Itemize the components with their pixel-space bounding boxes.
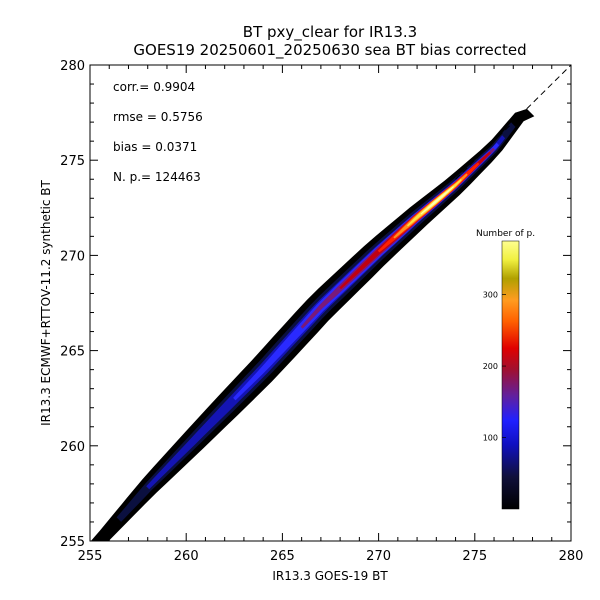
chart-subtitle: GOES19 20250601_20250630 sea BT bias cor… — [133, 41, 526, 60]
colorbar-tick-label: 100 — [483, 434, 498, 443]
y-axis-ticks: 255 260 265 270 275 280 — [60, 59, 571, 550]
chart-title: BT pxy_clear for IR13.3 — [243, 23, 417, 42]
y-tick-label: 265 — [60, 345, 85, 360]
x-tick-label: 265 — [270, 549, 295, 564]
y-tick-label: 260 — [60, 440, 85, 455]
stats-annotations: corr.= 0.9904 rmse = 0.5756 bias = 0.037… — [113, 80, 203, 184]
x-axis-label: IR13.3 GOES-19 BT — [272, 569, 388, 583]
colorbar-ticks: 100 200 300 — [483, 291, 506, 443]
x-tick-label: 255 — [78, 549, 103, 564]
density-band-peak — [420, 186, 454, 215]
stat-rmse: rmse = 0.5756 — [113, 110, 203, 124]
x-tick-label: 275 — [462, 549, 487, 564]
y-tick-label: 255 — [60, 535, 85, 550]
stat-bias: bias = 0.0371 — [113, 140, 197, 154]
one-to-one-line — [455, 64, 572, 180]
x-tick-label: 280 — [559, 549, 584, 564]
y-axis-label: IR13.3 ECMWF+RTTOV-11.2 synthetic BT — [39, 179, 53, 425]
colorbar-title: Number of p. — [476, 229, 535, 239]
stat-npoints: N. p.= 124463 — [113, 170, 201, 184]
stat-corr: corr.= 0.9904 — [113, 80, 195, 94]
colorbar-tick-label: 200 — [483, 362, 498, 371]
y-tick-label: 270 — [60, 249, 85, 264]
y-tick-label: 280 — [60, 59, 85, 74]
colorbar-gradient — [501, 240, 520, 510]
y-tick-label: 275 — [60, 154, 85, 169]
colorbar-tick-label: 300 — [483, 291, 498, 300]
x-axis-ticks: 255 260 265 270 275 280 — [78, 65, 584, 564]
plot-frame — [89, 64, 572, 542]
colorbar: Number of p. 100 200 300 — [476, 229, 535, 510]
density-cloud — [90, 108, 535, 541]
x-tick-label: 270 — [366, 549, 391, 564]
x-tick-label: 260 — [174, 549, 199, 564]
